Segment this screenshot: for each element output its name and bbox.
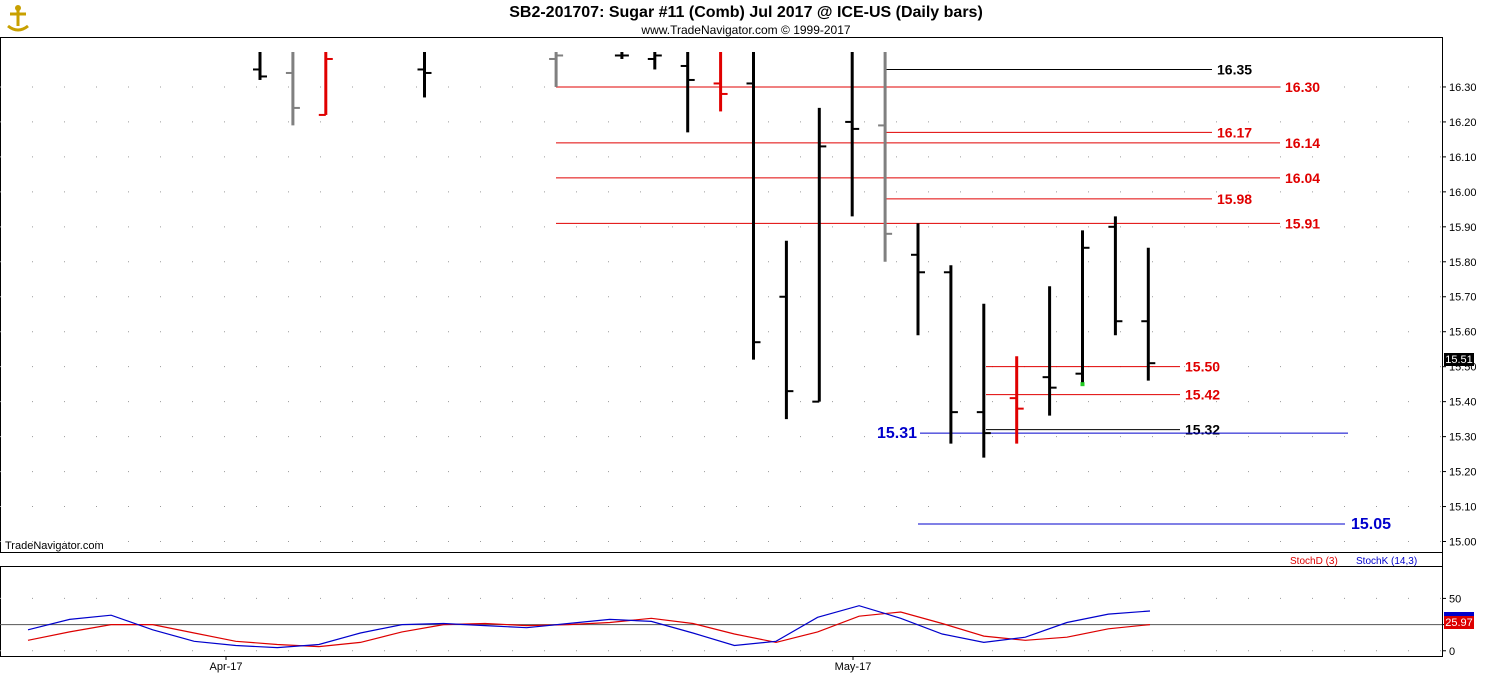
stochD-line	[27, 611, 1151, 648]
y-tick-label: 16.30	[1449, 82, 1477, 94]
y-tick-label: 15.20	[1449, 467, 1477, 479]
stoch-lines	[27, 605, 1151, 649]
stoch-tick-label: 0	[1449, 646, 1455, 658]
level-label: 16.04	[1285, 170, 1320, 186]
price-grid	[0, 86, 1442, 543]
price-y-axis: 16.30 16.20 16.10 16.00 15.90 15.80 15.70 15.60…	[1442, 82, 1477, 549]
x-tick-label: Apr-17	[209, 661, 242, 673]
level-label: 15.05	[1351, 516, 1391, 533]
price-panel-frame	[0, 37, 1443, 553]
y-tick-label: 16.20	[1449, 117, 1477, 129]
last-price-tag: 15.51	[1445, 354, 1473, 366]
level-lines: 16.35 16.30 16.17 16.14 16.04 15.98 15.91 15.50…	[556, 61, 1391, 533]
y-tick-label: 15.30	[1449, 432, 1477, 444]
level-label: 16.17	[1217, 124, 1252, 140]
stoch-tick-label: 50	[1449, 593, 1461, 605]
last-price-tag-bg	[1444, 353, 1474, 366]
chart-subtitle: www.TradeNavigator.com © 1999-2017	[640, 23, 850, 37]
stoch-grid	[0, 597, 1442, 652]
price-bars	[253, 51, 1156, 458]
level-label: 16.30	[1285, 79, 1320, 95]
logo-icon	[4, 4, 32, 32]
y-tick-label: 15.10	[1449, 502, 1477, 514]
level-label: 15.98	[1217, 191, 1252, 207]
y-tick-label: 15.90	[1449, 222, 1477, 234]
stochK-legend: StochK (14,3)	[1356, 556, 1417, 567]
level-label: 15.31	[877, 425, 917, 442]
y-tick-label: 15.80	[1449, 257, 1477, 269]
watermark-text: TradeNavigator.com	[5, 540, 104, 552]
signal-marker	[1080, 382, 1085, 387]
y-tick-label: 15.00	[1449, 537, 1477, 549]
level-label: 15.91	[1285, 215, 1320, 231]
level-label: 16.35	[1217, 61, 1252, 77]
stochK-line	[27, 605, 1151, 649]
y-tick-label: 16.10	[1449, 152, 1477, 164]
x-axis: Apr-17 May-17	[209, 656, 871, 673]
y-tick-label: 15.40	[1449, 397, 1477, 409]
level-label: 16.14	[1285, 135, 1320, 151]
stoch-last-tag-bg	[1444, 616, 1474, 629]
level-label: 15.50	[1185, 359, 1220, 375]
y-tick-label: 15.70	[1449, 292, 1477, 304]
y-tick-label: 16.00	[1449, 187, 1477, 199]
y-tick-label: 15.60	[1449, 327, 1477, 339]
x-tick-label: May-17	[835, 661, 872, 673]
stoch-last-tag: 25.97	[1445, 617, 1473, 629]
level-label: 15.32	[1185, 422, 1220, 438]
stochD-legend: StochD (3)	[1290, 556, 1338, 567]
level-label: 15.42	[1185, 387, 1220, 403]
chart-title: SB2-201707: Sugar #11 (Comb) Jul 2017 @ …	[509, 4, 983, 21]
